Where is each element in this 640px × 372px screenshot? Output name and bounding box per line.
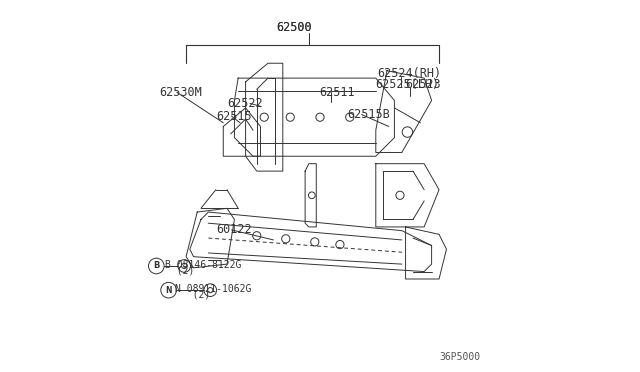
Text: N: N — [165, 286, 172, 295]
Circle shape — [148, 258, 164, 274]
Text: 62500: 62500 — [276, 22, 312, 34]
Text: (2): (2) — [164, 266, 194, 276]
Text: (2): (2) — [175, 290, 210, 299]
Text: 62515: 62515 — [216, 110, 252, 122]
Text: 62522: 62522 — [228, 97, 264, 110]
Text: 62515B: 62515B — [347, 108, 390, 121]
Text: 62500: 62500 — [276, 22, 312, 34]
Text: 62523: 62523 — [406, 78, 441, 91]
Text: N 08911-1062G: N 08911-1062G — [175, 284, 252, 294]
Text: B: B — [153, 262, 159, 270]
Circle shape — [161, 282, 177, 298]
Text: 62530M: 62530M — [159, 86, 202, 99]
Text: B 08146-8122G: B 08146-8122G — [164, 260, 241, 270]
Text: 36P5000: 36P5000 — [439, 352, 480, 362]
Text: 62525(LH): 62525(LH) — [375, 78, 439, 91]
Text: 60122: 60122 — [216, 224, 252, 236]
Text: 62524(RH): 62524(RH) — [378, 67, 442, 80]
Text: 62511: 62511 — [319, 86, 355, 99]
